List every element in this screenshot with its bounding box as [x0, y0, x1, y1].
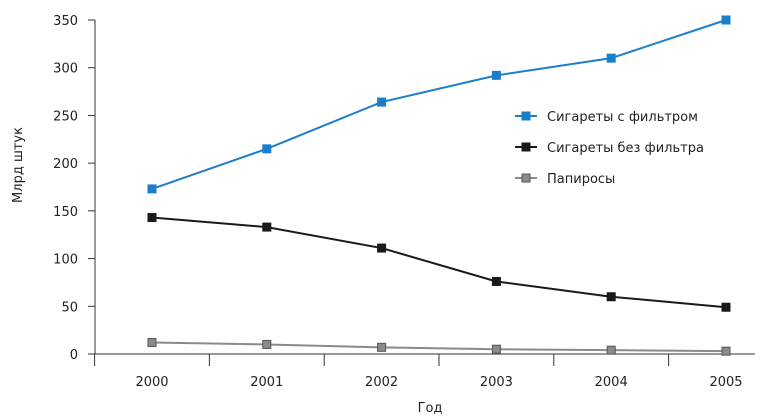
- x-tick-label: 2001: [250, 375, 283, 390]
- y-tick-label: 100: [53, 253, 78, 268]
- legend-marker: [521, 173, 531, 183]
- legend-item: Папиросы: [515, 172, 615, 187]
- data-point: [377, 243, 387, 253]
- data-point: [491, 70, 501, 80]
- data-point: [262, 339, 272, 349]
- data-point: [491, 276, 501, 286]
- series-2: [147, 338, 731, 356]
- x-tick-label: 2000: [135, 375, 168, 390]
- y-tick-label: 200: [53, 157, 78, 172]
- data-point: [721, 346, 731, 356]
- x-tick-label: 2004: [595, 375, 628, 390]
- legend-marker: [521, 111, 531, 121]
- data-point: [606, 292, 616, 302]
- y-tick-label: 150: [53, 205, 78, 220]
- data-point: [606, 53, 616, 63]
- y-ticks: 0 50 100 150 200 250 300 350: [53, 14, 95, 363]
- series-line: [151, 341, 727, 353]
- x-tick-label: 2005: [709, 375, 742, 390]
- series-1: [147, 213, 731, 312]
- legend: Сигареты с фильтром Сигареты без фильтра П…: [515, 110, 704, 187]
- data-point: [491, 344, 501, 354]
- legend-label: Сигареты без фильтра: [547, 141, 704, 156]
- y-tick-label: 50: [61, 300, 78, 315]
- data-point: [262, 144, 272, 154]
- data-point: [147, 184, 157, 194]
- legend-marker: [521, 142, 531, 152]
- x-axis-title: Год: [418, 401, 443, 416]
- data-point: [377, 97, 387, 107]
- series-0: [147, 15, 731, 194]
- data-point: [147, 213, 157, 223]
- y-tick-label: 300: [53, 62, 78, 77]
- data-point: [147, 338, 157, 348]
- series-line: [151, 19, 727, 190]
- y-tick-label: 250: [53, 109, 78, 124]
- data-point: [262, 222, 272, 232]
- data-point: [377, 342, 387, 352]
- x-ticks: 2000 2001 2002 2003 2004 2005: [94, 354, 743, 390]
- x-tick-label: 2003: [480, 375, 513, 390]
- legend-item: Сигареты с фильтром: [515, 110, 698, 125]
- axes: [94, 20, 755, 355]
- y-axis-title: Млрд штук: [11, 127, 26, 203]
- x-tick-label: 2002: [365, 375, 398, 390]
- data-point: [721, 302, 731, 312]
- data-point: [606, 345, 616, 355]
- y-tick-label: 0: [70, 348, 78, 363]
- legend-label: Папиросы: [547, 172, 615, 187]
- series-line: [151, 216, 727, 309]
- legend-label: Сигареты с фильтром: [547, 110, 698, 125]
- y-tick-label: 350: [53, 14, 78, 29]
- data-point: [721, 15, 731, 25]
- series-layer: [147, 15, 731, 356]
- legend-item: Сигареты без фильтра: [515, 141, 704, 156]
